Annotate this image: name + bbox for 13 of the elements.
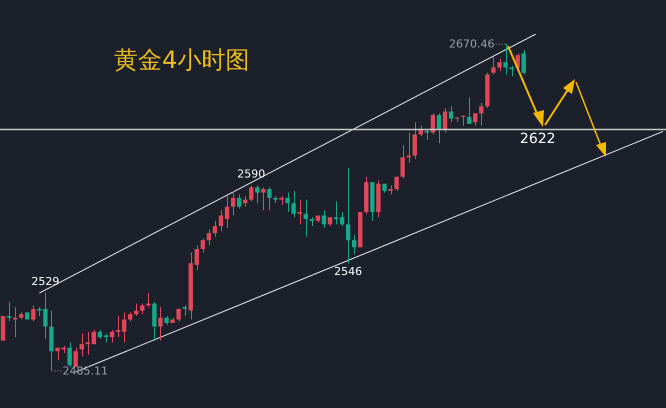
annotation: 2546 (334, 264, 362, 278)
candlestick (310, 216, 314, 227)
candlestick (406, 132, 411, 164)
candlestick (182, 304, 187, 316)
annotation: 2590 (237, 167, 266, 180)
chart-title: 黄金4小时图 (114, 45, 250, 76)
candlestick (61, 345, 66, 354)
annotation: 2485.11 (62, 364, 108, 378)
annotation: 2529 (31, 274, 60, 288)
candlestick (12, 306, 18, 338)
annotation: 2670.46 (449, 38, 495, 51)
candlestick (146, 292, 151, 308)
ref-line-label: 2622 (520, 131, 556, 148)
